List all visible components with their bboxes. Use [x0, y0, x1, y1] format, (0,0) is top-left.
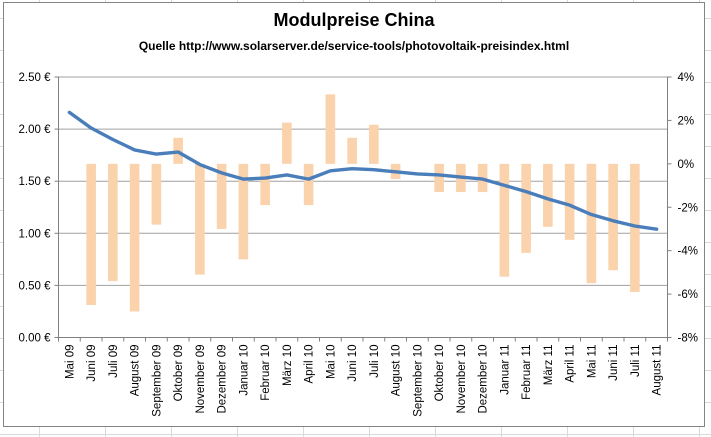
bar-März 10	[282, 122, 292, 164]
left-axis-label: 2.00 €	[19, 124, 52, 136]
bar-April 10	[303, 163, 314, 206]
x-axis-label: Juni 09	[86, 345, 98, 382]
x-axis-label: Oktober 09	[173, 345, 185, 402]
bar-Januar 10	[238, 163, 249, 260]
right-axis-label: 0%	[678, 159, 695, 171]
x-axis-label: März 10	[282, 345, 294, 387]
x-axis-label: September 10	[412, 345, 424, 417]
bar-September 09	[151, 163, 162, 225]
left-axis-label: 1.50 €	[19, 176, 52, 188]
x-axis-label: August 11	[652, 345, 664, 396]
right-axis-label: -8%	[678, 333, 698, 345]
x-axis-label: Mai 11	[586, 345, 598, 379]
plot-svg: 2.50 € 2.00 € 1.50 € 1.00 € 0.50 € 0.00 € 4% 2%…	[19, 72, 698, 417]
bar-Juli 11	[630, 163, 640, 292]
right-axis-label: -4%	[678, 246, 698, 258]
bar-März 11	[543, 163, 553, 227]
left-axis-label: 0.00 €	[19, 333, 52, 345]
bar-Juli 09	[108, 163, 118, 282]
right-axis-label: -6%	[678, 289, 698, 301]
x-axis-label: Januar 11	[499, 345, 511, 395]
x-axis-label: Juli 10	[369, 345, 381, 378]
x-axis-label: Juni 10	[347, 345, 359, 382]
x-axis-label: März 11	[543, 345, 555, 386]
x-axis-label: August 10	[391, 345, 403, 397]
chart-object[interactable]: Modulpreise China Quelle http://www.sola…	[3, 2, 705, 427]
x-axis-label: Juli 09	[108, 345, 120, 378]
x-axis-label: April 11	[565, 345, 577, 383]
x-axis-label: November 10	[456, 345, 468, 414]
bar-Mai 10	[325, 94, 336, 164]
x-axis-label: Oktober 10	[434, 345, 446, 402]
left-axis-label: 0.50 €	[19, 280, 52, 292]
x-axis-label: Juni 11	[608, 345, 620, 381]
bar-April 11	[564, 163, 575, 240]
x-axis-label: Mai 10	[325, 345, 337, 380]
bar-Dezember 09	[216, 163, 227, 229]
x-axis-label: Januar 10	[238, 345, 250, 396]
right-axis-label: 2%	[678, 115, 695, 127]
bar-November 09	[195, 163, 205, 275]
bar-Januar 11	[499, 163, 510, 277]
bar-Februar 10	[260, 163, 270, 206]
bar-Juli 10	[369, 124, 379, 164]
left-axis-label: 1.00 €	[19, 228, 52, 240]
price-line	[67, 110, 659, 231]
x-axis-label: September 09	[151, 345, 163, 417]
x-axis-label: Mai 09	[64, 345, 76, 380]
chart-subtitle: Quelle http://www.solarserver.de/service…	[138, 39, 570, 53]
chart-title: Modulpreise China	[273, 10, 435, 30]
x-axis-label: Dezember 09	[217, 345, 229, 414]
x-axis-label: Februar 11	[521, 345, 533, 400]
bar-Juni 09	[86, 163, 96, 305]
x-axis-label: April 10	[304, 345, 316, 384]
bar-Juni 10	[347, 137, 357, 164]
right-axis-label: 4%	[678, 72, 695, 84]
x-axis-label: November 09	[195, 345, 207, 414]
x-axis-label: Dezember 10	[478, 345, 490, 414]
right-axis-label: -2%	[678, 202, 698, 214]
bar-August 09	[129, 163, 140, 312]
bar-Juni 11	[608, 163, 618, 271]
bar-Oktober 10	[434, 163, 444, 193]
x-axis-label: Februar 10	[260, 345, 272, 401]
bar-Februar 11	[521, 163, 531, 253]
bar-Mai 11	[586, 163, 597, 284]
left-axis-label: 2.50 €	[19, 72, 52, 84]
x-axis-label: August 09	[130, 345, 142, 397]
x-axis-label: Juli 11	[630, 345, 642, 377]
